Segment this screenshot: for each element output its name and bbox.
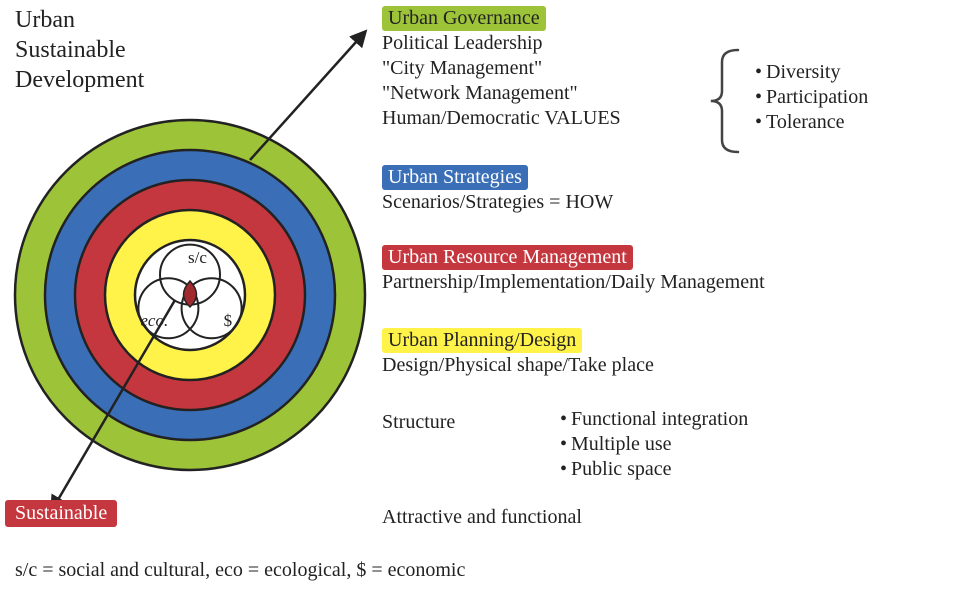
page-title: Urban Sustainable Development: [15, 5, 144, 95]
governance-line-2: "Network Management": [382, 81, 621, 106]
strategies-heading: Urban Strategies: [382, 165, 528, 190]
structure-bullets: Functional integration Multiple use Publ…: [560, 407, 748, 482]
planning-line: Design/Physical shape/Take place: [382, 353, 654, 378]
strategies-block: Urban Strategies Scenarios/Strategies = …: [382, 165, 613, 215]
resource-line: Partnership/Implementation/Daily Managem…: [382, 270, 765, 295]
planning-block: Urban Planning/Design Design/Physical sh…: [382, 328, 654, 378]
resource-block: Urban Resource Management Partnership/Im…: [382, 245, 765, 295]
strategies-line: Scenarios/Strategies = HOW: [382, 190, 613, 215]
sustainable-badge: Sustainable: [5, 500, 117, 527]
resource-heading: Urban Resource Management: [382, 245, 633, 270]
footnote: s/c = social and cultural, eco = ecologi…: [15, 558, 465, 583]
governance-line-0: Political Leadership: [382, 31, 621, 56]
governance-line-3: Human/Democratic VALUES: [382, 106, 621, 131]
sustainable-line: Attractive and functional: [382, 505, 582, 530]
structure-bullet-0: Functional integration: [560, 407, 748, 432]
values-bullets: Diversity Participation Tolerance: [755, 60, 868, 135]
structure-bullet-2: Public space: [560, 457, 748, 482]
structure-label: Structure: [382, 410, 455, 435]
venn-label-left: eco.: [140, 310, 168, 331]
values-bullet-0: Diversity: [755, 60, 868, 85]
governance-block: Urban Governance Political Leadership "C…: [382, 6, 621, 131]
values-bullet-2: Tolerance: [755, 110, 868, 135]
title-l3: Development: [15, 65, 144, 95]
venn-label-top: s/c: [188, 247, 207, 268]
planning-heading: Urban Planning/Design: [382, 328, 582, 353]
governance-line-1: "City Management": [382, 56, 621, 81]
venn-label-right: $: [224, 310, 233, 331]
governance-heading: Urban Governance: [382, 6, 546, 31]
title-l2: Sustainable: [15, 35, 144, 65]
values-bullet-1: Participation: [755, 85, 868, 110]
title-l1: Urban: [15, 5, 144, 35]
structure-bullet-1: Multiple use: [560, 432, 748, 457]
